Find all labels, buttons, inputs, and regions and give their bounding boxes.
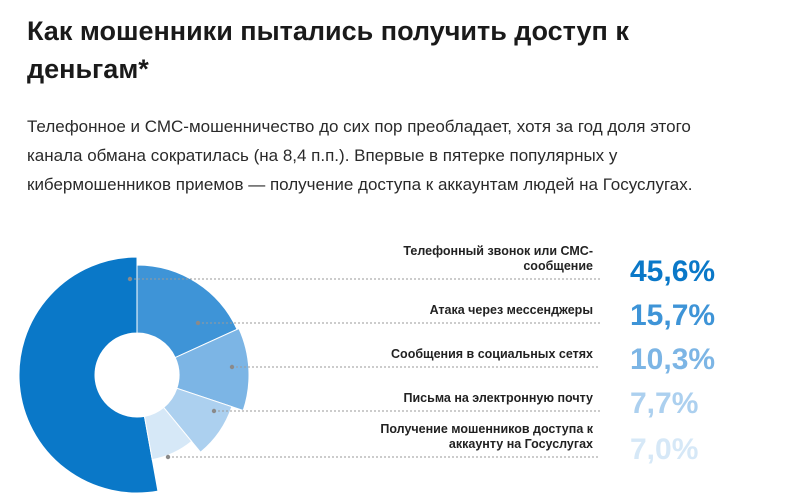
pie-slice [174,327,250,412]
leader-dot [165,454,171,460]
leader-dot [127,276,133,282]
leader-dot [195,320,201,326]
category-label: Письма на электронную почту [403,391,593,405]
category-label: Сообщения в социальных сетях [391,347,593,361]
leader-dot [229,364,235,370]
chart-subtitle: Телефонное и СМС-мошенничество до сих по… [27,117,693,194]
value-label: 15,7% [630,299,716,332]
pie-slice [143,406,193,461]
value-label: 45,6% [630,255,716,288]
chart-title: Как мошенники пытались получить доступ к… [27,16,629,84]
category-label: Получение мошенников доступа к аккаунту … [380,422,593,451]
pie-slice [136,264,238,359]
category-label: Атака через мессенджеры [429,303,593,317]
value-label: 10,3% [630,343,716,376]
value-label: 7,7% [630,387,699,420]
leader-dot [211,408,217,414]
pie-slice [18,256,159,494]
pie-slice [162,387,233,453]
category-label: Телефонный звонок или СМС-сообщение [403,244,593,273]
value-label: 7,0% [630,433,699,466]
